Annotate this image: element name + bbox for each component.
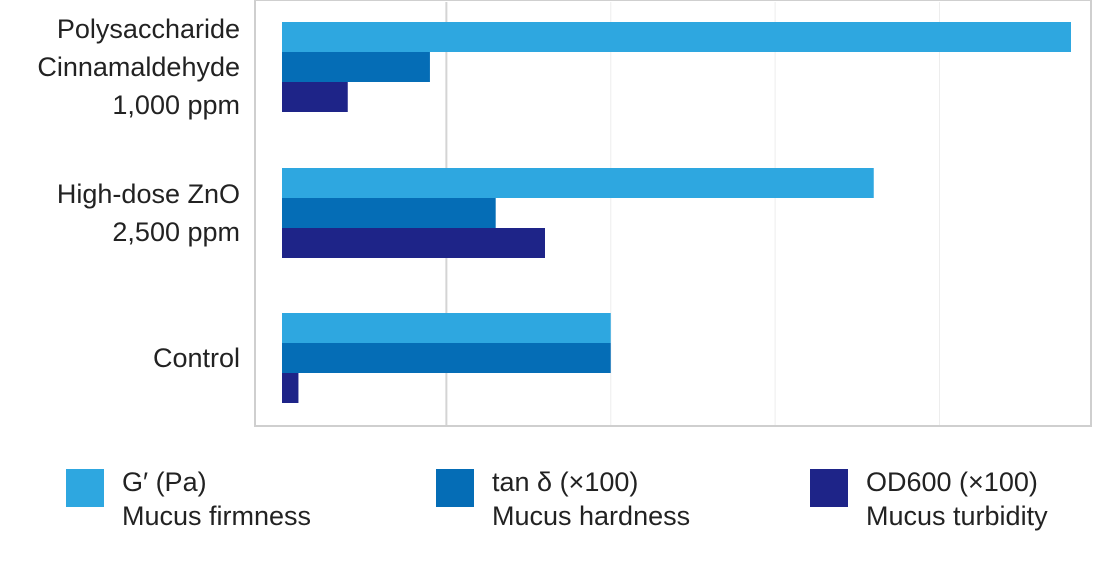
bar-1-series-1 (282, 22, 1071, 52)
bars (282, 22, 1071, 403)
bar-3-series-1 (282, 313, 611, 343)
legend-label: G′ (Pa) Mucus firmness (122, 465, 311, 533)
category-label: Control (152, 343, 240, 373)
bar-1-series-3 (282, 82, 348, 112)
legend-series-name: OD600 (×100) (866, 467, 1038, 497)
bar-3-series-2 (282, 343, 611, 373)
category-label: Polysaccharide Cinnamaldehyde 1,000 ppm (37, 14, 240, 120)
legend-label: tan δ (×100) Mucus hardness (492, 465, 690, 533)
legend-swatch (66, 469, 104, 507)
category-label: High-dose ZnO 2,500 ppm (56, 179, 240, 247)
legend-series-name: G′ (Pa) (122, 467, 207, 497)
legend-series-subtitle: Mucus turbidity (866, 501, 1048, 531)
bar-2-series-1 (282, 168, 874, 198)
bar-2-series-3 (282, 228, 545, 258)
bar-2-series-2 (282, 198, 496, 228)
bar-3-series-3 (282, 373, 299, 403)
legend-label: OD600 (×100) Mucus turbidity (866, 465, 1048, 533)
legend-swatch (810, 469, 848, 507)
legend-series-subtitle: Mucus hardness (492, 501, 691, 531)
bar-1-series-2 (282, 52, 430, 82)
legend-series-name: tan δ (×100) (492, 467, 639, 497)
legend-series-subtitle: Mucus firmness (122, 501, 312, 531)
legend-swatch (436, 469, 474, 507)
